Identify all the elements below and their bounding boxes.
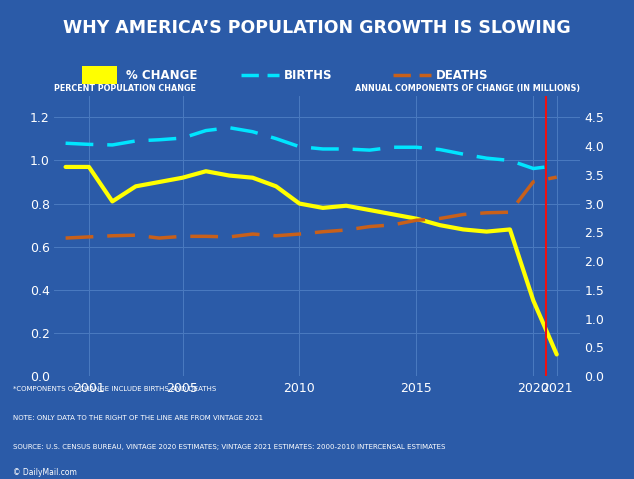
Text: PERCENT POPULATION CHANGE: PERCENT POPULATION CHANGE	[54, 84, 196, 93]
Text: BIRTHS: BIRTHS	[284, 69, 332, 82]
Text: ANNUAL COMPONENTS OF CHANGE (IN MILLIONS): ANNUAL COMPONENTS OF CHANGE (IN MILLIONS…	[355, 84, 580, 93]
Text: WHY AMERICA’S POPULATION GROWTH IS SLOWING: WHY AMERICA’S POPULATION GROWTH IS SLOWI…	[63, 19, 571, 36]
Text: © DailyMail.com: © DailyMail.com	[13, 468, 77, 477]
Text: SOURCE: U.S. CENSUS BUREAU, VINTAGE 2020 ESTIMATES; VINTAGE 2021 ESTIMATES: 2000: SOURCE: U.S. CENSUS BUREAU, VINTAGE 2020…	[13, 444, 445, 450]
Text: DEATHS: DEATHS	[436, 69, 489, 82]
Text: *COMPONENTS OF CHANGE INCLUDE BIRTHS AND DEATHS: *COMPONENTS OF CHANGE INCLUDE BIRTHS AND…	[13, 386, 216, 392]
FancyBboxPatch shape	[82, 67, 117, 84]
Text: NOTE: ONLY DATA TO THE RIGHT OF THE LINE ARE FROM VINTAGE 2021: NOTE: ONLY DATA TO THE RIGHT OF THE LINE…	[13, 415, 262, 421]
Text: % CHANGE: % CHANGE	[126, 69, 197, 82]
